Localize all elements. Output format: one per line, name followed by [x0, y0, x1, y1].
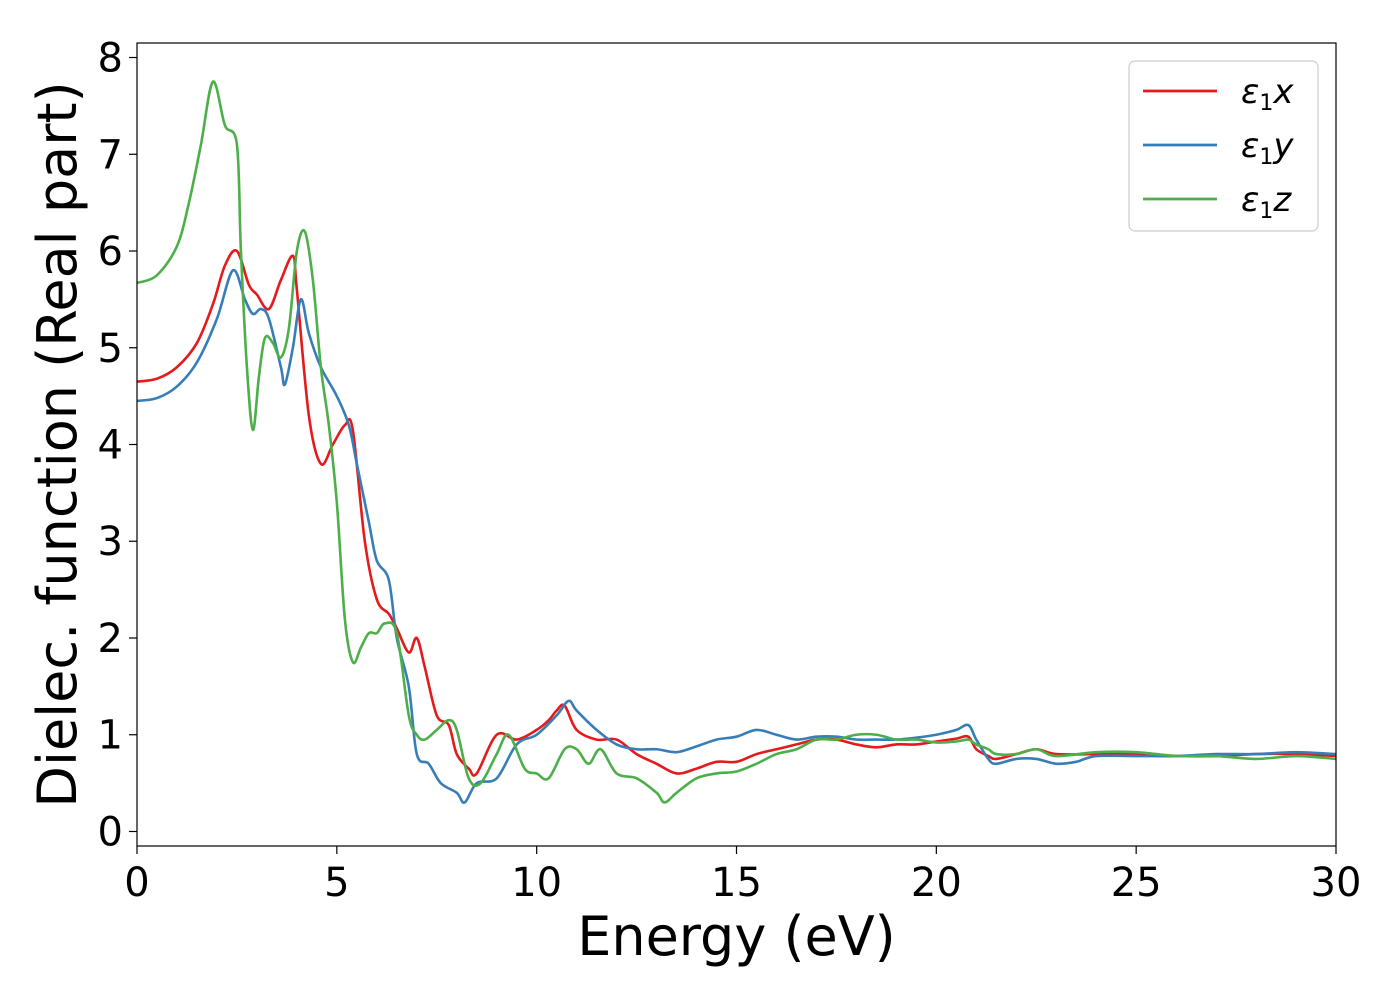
x-axis: 0 5 10 15 20 25 30 — [124, 846, 1361, 906]
legend-label-y: ε1y — [1241, 126, 1294, 170]
series-layer — [137, 80, 1336, 804]
legend: ε1x ε1y ε1z — [1128, 60, 1319, 232]
y-tick-label: 0 — [98, 809, 123, 855]
x-axis-title: Energy (eV) — [577, 905, 896, 968]
y-tick-label: 6 — [98, 229, 123, 275]
y-tick-label: 7 — [98, 132, 123, 178]
y-axis-title: Dielec. function (Real part) — [26, 81, 89, 807]
legend-box — [1128, 60, 1319, 232]
x-tick-label: 30 — [1311, 860, 1362, 906]
x-tick-label: 15 — [711, 860, 762, 906]
y-tick-label: 4 — [98, 423, 123, 469]
x-tick-label: 20 — [911, 860, 962, 906]
series-line-z — [137, 80, 1336, 804]
x-tick-label: 10 — [511, 860, 562, 906]
y-tick-label: 1 — [98, 713, 123, 759]
y-tick-label: 2 — [98, 616, 123, 662]
y-axis: 0 1 2 3 4 5 6 7 8 — [98, 36, 137, 855]
y-tick-label: 8 — [98, 36, 123, 82]
legend-label-z: ε1z — [1241, 180, 1292, 224]
y-tick-label: 5 — [98, 326, 123, 372]
x-tick-label: 0 — [124, 860, 149, 906]
series-line-y — [137, 269, 1336, 804]
x-tick-label: 5 — [324, 860, 349, 906]
y-tick-label: 3 — [98, 519, 123, 565]
legend-label-x: ε1x — [1241, 72, 1294, 116]
x-tick-label: 25 — [1111, 860, 1162, 906]
